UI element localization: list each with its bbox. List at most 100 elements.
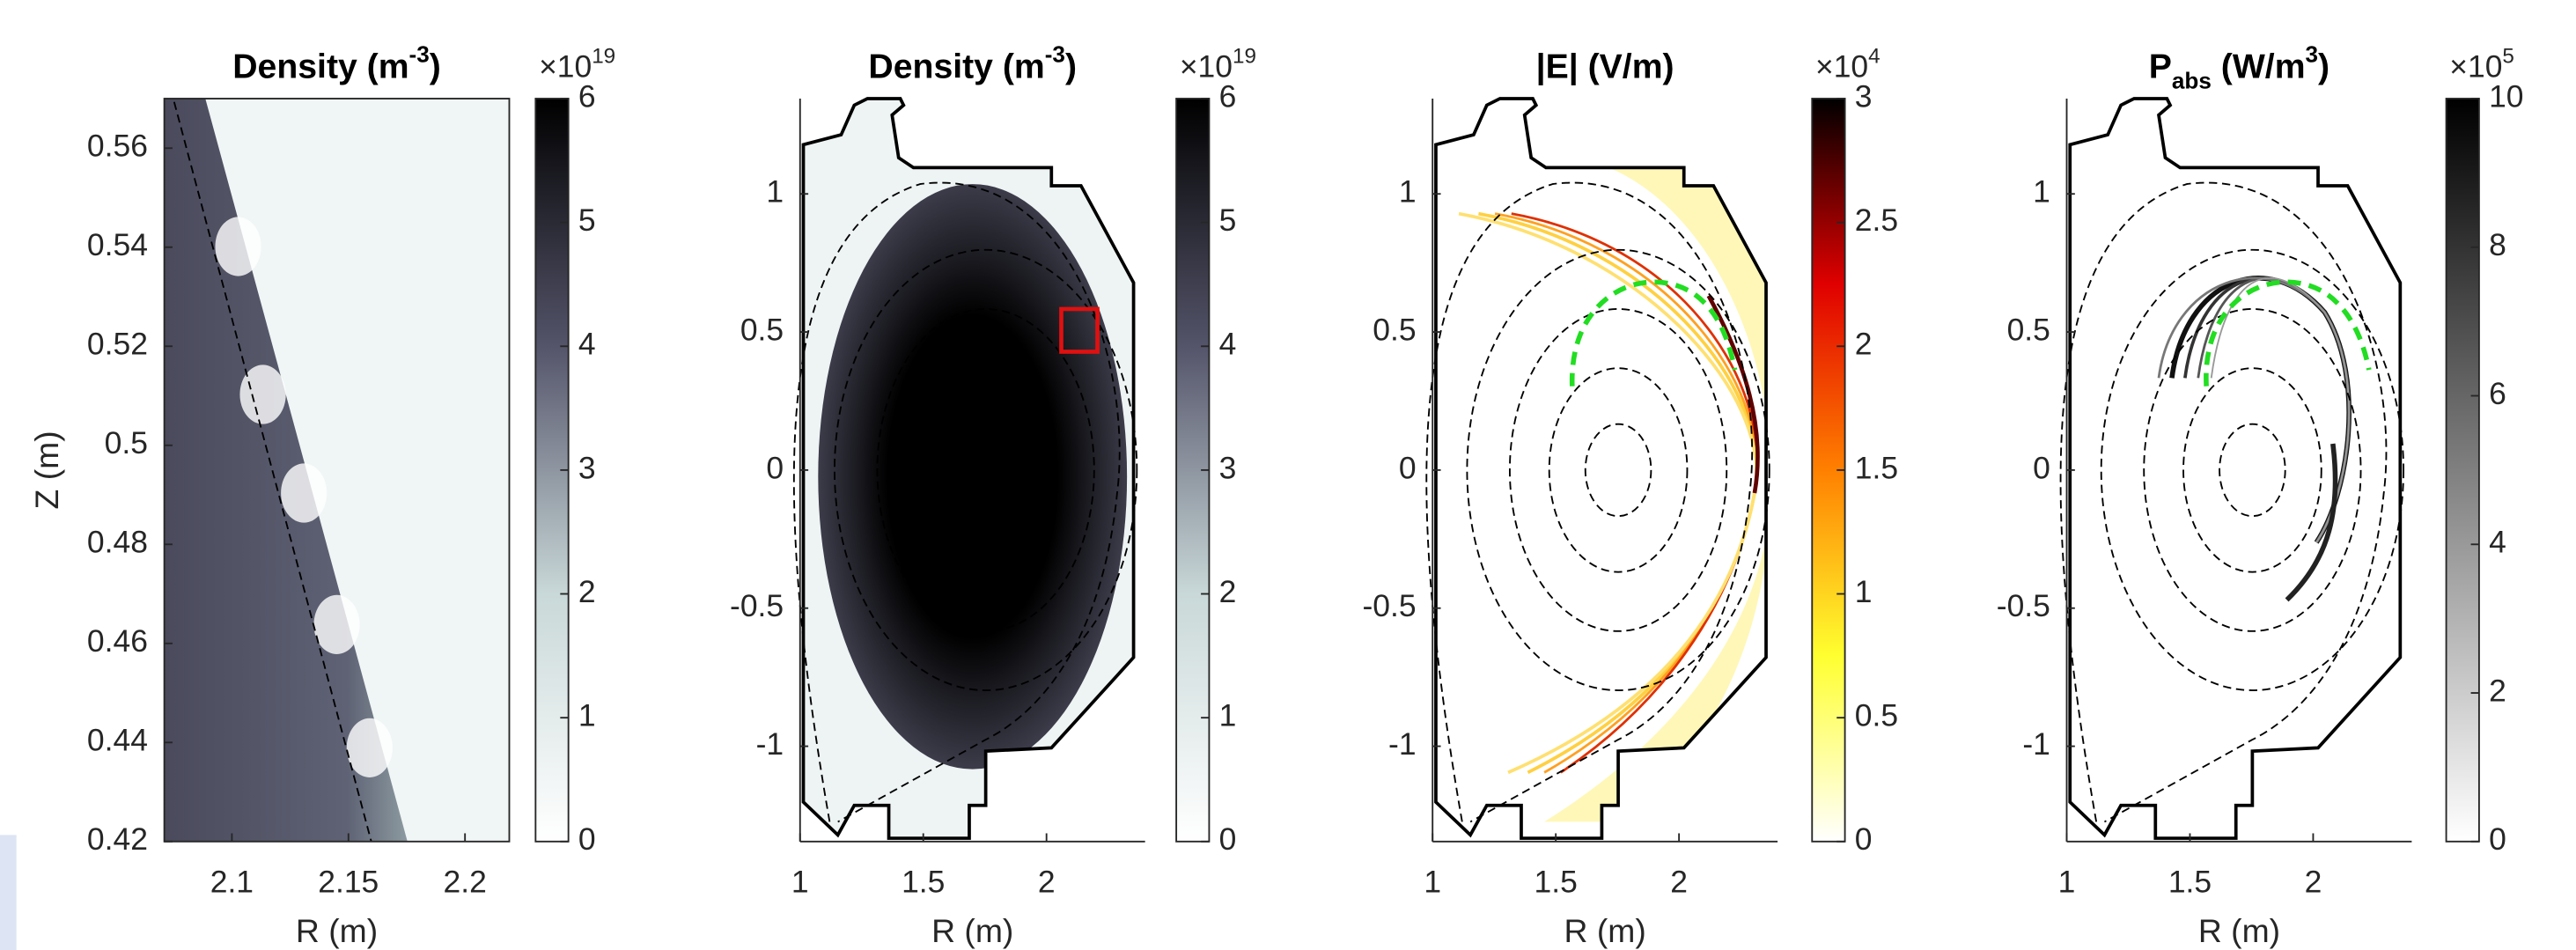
colorbar-tick-label: 3	[578, 450, 596, 485]
heatmap-plasma	[818, 184, 1128, 770]
title-part: )	[2318, 48, 2329, 86]
y-tick-label: 0.48	[87, 525, 148, 560]
antenna-arc	[1570, 279, 1738, 387]
colorbar-tick-label: 1	[1219, 698, 1237, 733]
colorbar-scale: ×1019	[1180, 44, 1256, 84]
x-axis-label: R (m)	[931, 912, 1013, 949]
x-tick-label: 2.2	[444, 865, 487, 900]
x-tick-label: 1.5	[2168, 865, 2212, 900]
y-tick-label: 0.56	[87, 129, 148, 164]
x-tick-label: 2.15	[318, 865, 379, 900]
title-part: -3	[409, 41, 430, 67]
separatrix	[1425, 181, 1754, 823]
flux-contour	[2182, 367, 2322, 573]
scale-base: ×10	[1180, 49, 1233, 85]
y-tick-label: 0	[766, 450, 784, 485]
separatrix	[792, 181, 1121, 823]
colorbar-tick-label: 2.5	[1855, 203, 1898, 238]
scale-exponent: 5	[2502, 44, 2513, 68]
colorbar-tick-label: 1	[578, 698, 596, 733]
edge-artifact	[0, 835, 17, 950]
x-tick-label: 1	[1424, 865, 1441, 900]
colorbar-tick-label: 3	[1219, 450, 1237, 485]
panel-title: Density (m-3)	[868, 41, 1077, 85]
heatmap-dense-region	[164, 99, 408, 842]
x-tick-label: 2	[2305, 865, 2322, 900]
y-tick-label: -0.5	[1362, 588, 1416, 623]
title-part: -3	[1045, 41, 1065, 67]
y-tick-label: 1	[766, 174, 784, 210]
absorption-ray	[2169, 276, 2352, 544]
colorbar-tick-label: 6	[1219, 78, 1237, 114]
colorbar-tick-label: 3	[1855, 78, 1873, 114]
colorbar-tick-label: 0.5	[1855, 698, 1898, 733]
y-tick-label: 0.44	[87, 723, 148, 758]
y-tick-label: -0.5	[730, 588, 784, 623]
scale-base: ×10	[539, 49, 592, 85]
flux-contour	[916, 367, 1056, 573]
absorption-ray	[2183, 276, 2352, 544]
colorbar-tick-label: 1.5	[1855, 450, 1898, 485]
title-part: Density (m	[232, 48, 408, 86]
title-part: (W/m	[2212, 48, 2306, 86]
colorbar-tick-label: 2	[578, 574, 596, 609]
y-axis-label: Z (m)	[28, 431, 65, 509]
y-tick-label: 0	[1399, 450, 1417, 485]
flux-contour	[1548, 367, 1689, 573]
panel: 2.1 2.15 2.2 0.42 0.44 0.46 0.48 0.5 0.52 0.54 0.5…	[28, 41, 615, 949]
flux-contour	[1508, 308, 1728, 632]
y-tick-label: 0.54	[87, 227, 148, 262]
flux-contour	[2100, 248, 2404, 691]
heatmap-blob	[313, 594, 360, 654]
y-tick-label: 0.42	[87, 821, 148, 857]
colorbar-tick-label: 2	[1219, 574, 1237, 609]
title-part: )	[430, 48, 441, 86]
y-tick-label: 1	[2033, 174, 2050, 210]
boundary-contour	[173, 101, 372, 843]
x-axis-label: R (m)	[1564, 912, 1646, 949]
x-tick-label: 1.5	[902, 865, 945, 900]
x-axis-label: R (m)	[296, 912, 378, 949]
heatmap	[803, 99, 1134, 839]
colorbar-tick-label: 6	[578, 78, 596, 114]
colorbar	[2445, 98, 2480, 843]
heatmap-blob	[239, 365, 286, 424]
colorbar-tick-label: 8	[2489, 227, 2506, 262]
title-part: )	[1065, 48, 1077, 86]
flux-contour	[2219, 423, 2286, 518]
axes-box	[163, 98, 511, 843]
colorbar-tick-label: 0	[1855, 821, 1873, 857]
scale-base: ×10	[1815, 49, 1868, 85]
title-part: Density (m	[868, 48, 1044, 86]
heatmap	[2157, 276, 2352, 602]
scale-exponent: 19	[1233, 44, 1256, 68]
colorbar-tick-label: 4	[1219, 327, 1237, 362]
flux-contour	[2143, 308, 2362, 632]
flux-contour	[1466, 248, 1770, 691]
scale-base: ×10	[2449, 49, 2502, 85]
panel: 1 1.5 2 -1 -0.5 0 0.5 1 R (m) Pabs (W/m3) 0 2 4 6 8 10×…	[1997, 41, 2524, 949]
absorption-ray	[2210, 276, 2351, 543]
separatrix	[2059, 181, 2388, 823]
colorbar-tick-label: 4	[2489, 525, 2506, 560]
heatmap	[1458, 158, 1767, 822]
x-tick-label: 1	[2058, 865, 2076, 900]
x-tick-label: 2	[1670, 865, 1688, 900]
y-tick-label: 0.46	[87, 623, 148, 659]
panel: 1 1.5 2 -1 -0.5 0 0.5 1 R (m) |E| (V/m) 0 0.5 1 1.5 2 2…	[1362, 44, 1898, 949]
heatmap-blob	[346, 718, 393, 777]
title-part: abs	[2172, 67, 2212, 93]
heatmap-blob	[215, 217, 261, 276]
panel: 1 1.5 2 -1 -0.5 0 0.5 1 R (m) Density (m-3) 0 1 2 3 4 5…	[730, 41, 1256, 949]
vessel-wall	[801, 97, 1136, 840]
colorbar-tick-label: 6	[2489, 376, 2506, 411]
panel-title: |E| (V/m)	[1536, 48, 1674, 86]
y-tick-label: 0.5	[740, 312, 784, 347]
colorbar-tick-label: 0	[2489, 821, 2506, 857]
colorbar-tick-label: 5	[1219, 203, 1237, 238]
heatmap-field	[1544, 158, 1767, 822]
colorbar-tick-label: 2	[1855, 327, 1873, 362]
x-tick-label: 1	[791, 865, 809, 900]
